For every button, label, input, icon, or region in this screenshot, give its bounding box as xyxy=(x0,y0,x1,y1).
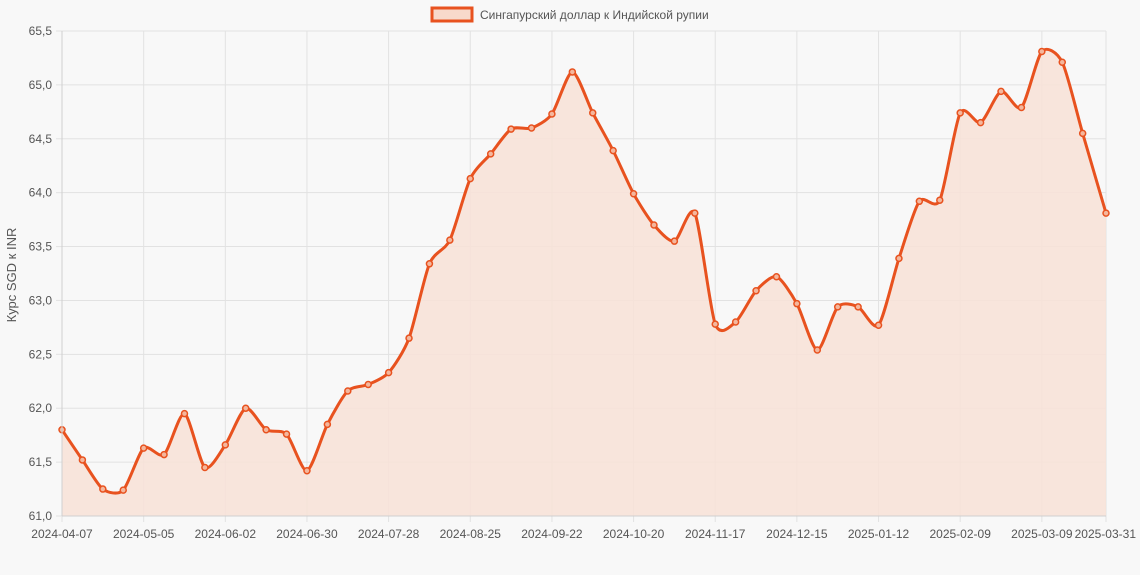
data-point[interactable] xyxy=(1102,209,1110,217)
y-tick-label: 63,0 xyxy=(29,293,53,307)
x-tick-label: 2025-01-12 xyxy=(848,527,910,541)
data-point[interactable] xyxy=(507,125,515,133)
x-tick-label: 2024-06-02 xyxy=(195,527,257,541)
x-tick-label: 2024-12-15 xyxy=(766,527,828,541)
data-point[interactable] xyxy=(976,118,985,127)
y-tick-label: 64,0 xyxy=(29,186,53,200)
legend-label: Сингапурский доллар к Индийской рупии xyxy=(480,8,709,22)
x-axis: 2024-04-07 2024-05-05 2024-06-02 2024-06-30… xyxy=(31,515,1137,541)
data-point[interactable] xyxy=(629,189,638,198)
data-points xyxy=(58,47,1110,494)
y-axis: 61,0 61,5 62,0 62,5 63,0 63,5 64,0 64,5 65,0 65,5 xyxy=(29,24,63,523)
data-point[interactable] xyxy=(384,368,393,377)
data-point[interactable] xyxy=(466,174,475,183)
data-point[interactable] xyxy=(425,260,434,268)
x-tick-label: 2025-02-09 xyxy=(929,527,991,541)
x-tick-label: 2024-05-05 xyxy=(113,527,175,541)
data-point[interactable] xyxy=(1078,129,1087,138)
data-point[interactable] xyxy=(772,272,781,281)
data-point[interactable] xyxy=(344,387,352,395)
legend-swatch xyxy=(430,6,474,23)
data-point[interactable] xyxy=(221,441,230,449)
data-point[interactable] xyxy=(936,196,944,204)
y-tick-label: 65,0 xyxy=(29,78,53,92)
data-point[interactable] xyxy=(997,87,1005,96)
data-point[interactable] xyxy=(201,463,209,472)
data-point[interactable] xyxy=(303,466,311,475)
data-point[interactable] xyxy=(119,486,127,494)
x-tick-label: 2024-08-25 xyxy=(440,527,502,541)
data-point[interactable] xyxy=(854,303,862,311)
data-point[interactable] xyxy=(486,150,495,158)
data-point[interactable] xyxy=(262,426,270,434)
x-tick-label: 2024-10-20 xyxy=(603,527,665,541)
x-tick-label: 2024-11-17 xyxy=(685,527,746,541)
data-point[interactable] xyxy=(731,318,740,326)
data-point[interactable] xyxy=(895,254,903,263)
data-point[interactable] xyxy=(691,209,699,217)
y-tick-label: 61,0 xyxy=(29,509,53,523)
data-point[interactable] xyxy=(364,380,372,389)
data-point[interactable] xyxy=(956,109,964,117)
x-tick-label: 2025-03-31 xyxy=(1075,527,1137,541)
y-axis-label: Курс SGD к INR xyxy=(4,228,19,323)
y-tick-label: 63,5 xyxy=(29,240,53,254)
data-point[interactable] xyxy=(139,444,148,452)
data-point[interactable] xyxy=(160,450,168,459)
legend[interactable]: Сингапурский доллар к Индийской рупии xyxy=(430,6,709,23)
y-tick-label: 65,5 xyxy=(29,24,53,38)
data-point[interactable] xyxy=(405,334,413,342)
data-point[interactable] xyxy=(813,346,822,354)
data-point[interactable] xyxy=(670,237,679,245)
data-point[interactable] xyxy=(1058,58,1067,67)
data-point[interactable] xyxy=(589,109,597,117)
y-tick-label: 64,5 xyxy=(29,132,53,146)
data-point[interactable] xyxy=(833,303,842,311)
data-point[interactable] xyxy=(1017,103,1026,112)
data-point[interactable] xyxy=(609,146,617,155)
data-point[interactable] xyxy=(323,420,332,429)
data-point[interactable] xyxy=(650,221,658,229)
data-point[interactable] xyxy=(1038,47,1046,56)
data-point[interactable] xyxy=(874,321,883,329)
data-point[interactable] xyxy=(446,236,454,244)
x-tick-label: 2024-04-07 xyxy=(31,527,93,541)
data-point[interactable] xyxy=(752,286,760,295)
data-point[interactable] xyxy=(548,110,556,118)
y-tick-label: 61,5 xyxy=(29,455,53,469)
x-tick-label: 2024-06-30 xyxy=(276,527,338,541)
x-tick-label: 2024-07-28 xyxy=(358,527,420,541)
x-tick-label: 2025-03-09 xyxy=(1011,527,1073,541)
data-point[interactable] xyxy=(241,404,250,412)
x-tick-label: 2024-09-22 xyxy=(521,527,583,541)
data-point[interactable] xyxy=(793,299,801,308)
data-point[interactable] xyxy=(527,124,536,132)
data-point[interactable] xyxy=(78,456,87,464)
y-tick-label: 62,0 xyxy=(29,401,53,415)
data-point[interactable] xyxy=(282,430,291,438)
data-point[interactable] xyxy=(180,409,189,418)
series-area xyxy=(62,49,1106,517)
data-point[interactable] xyxy=(568,68,577,76)
data-point[interactable] xyxy=(99,485,107,493)
data-point[interactable] xyxy=(711,320,719,328)
area-fill xyxy=(62,49,1106,517)
y-tick-label: 62,5 xyxy=(29,347,53,361)
data-point[interactable] xyxy=(915,197,924,206)
